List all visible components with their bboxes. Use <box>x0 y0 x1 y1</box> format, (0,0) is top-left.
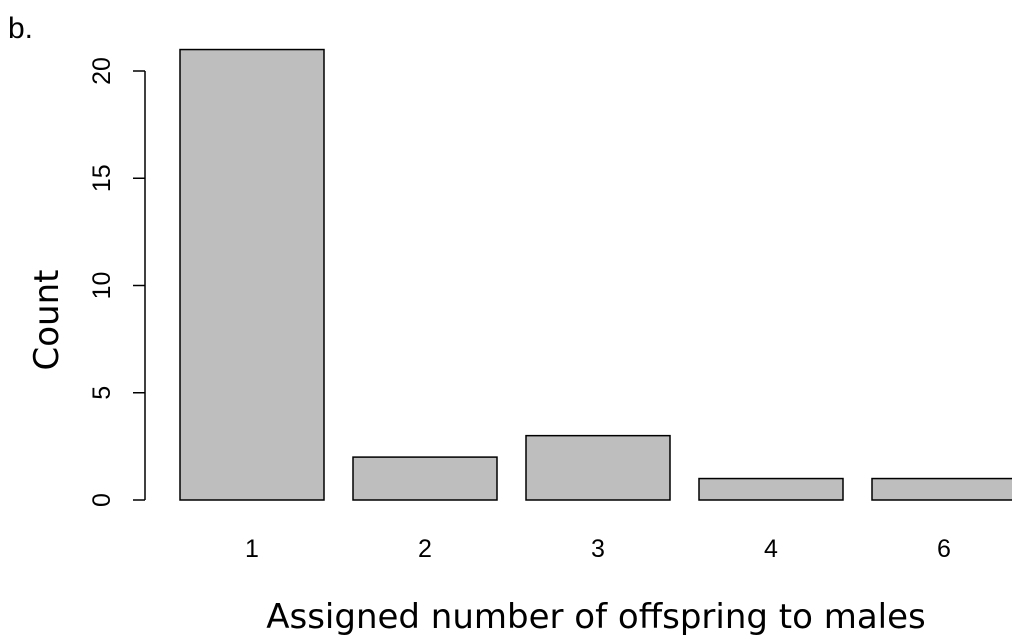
y-tick-label-5: 5 <box>88 386 116 400</box>
y-tick-label-15: 15 <box>88 164 116 192</box>
bars-group <box>179 48 1012 501</box>
bar-3 <box>525 434 671 501</box>
y-axis-title: Count <box>27 270 67 371</box>
x-tick-label-2: 2 <box>418 535 432 563</box>
x-axis-title: Assigned number of offspring to males <box>266 597 926 637</box>
bar-4 <box>698 477 844 501</box>
y-axis: 0 5 10 15 20 <box>88 57 146 507</box>
x-tick-label-6: 6 <box>937 535 951 563</box>
x-tick-label-1: 1 <box>245 535 259 563</box>
panel-label: b. <box>8 12 33 45</box>
x-tick-label-3: 3 <box>591 535 605 563</box>
y-tick-label-0: 0 <box>88 493 116 507</box>
bar-6 <box>871 477 1012 501</box>
bar-1 <box>179 48 325 501</box>
x-tick-labels: 1 2 3 4 6 <box>245 535 951 563</box>
x-tick-label-4: 4 <box>764 535 778 563</box>
bar-2 <box>352 456 498 501</box>
y-tick-label-10: 10 <box>88 272 116 300</box>
y-tick-label-20: 20 <box>88 57 116 85</box>
